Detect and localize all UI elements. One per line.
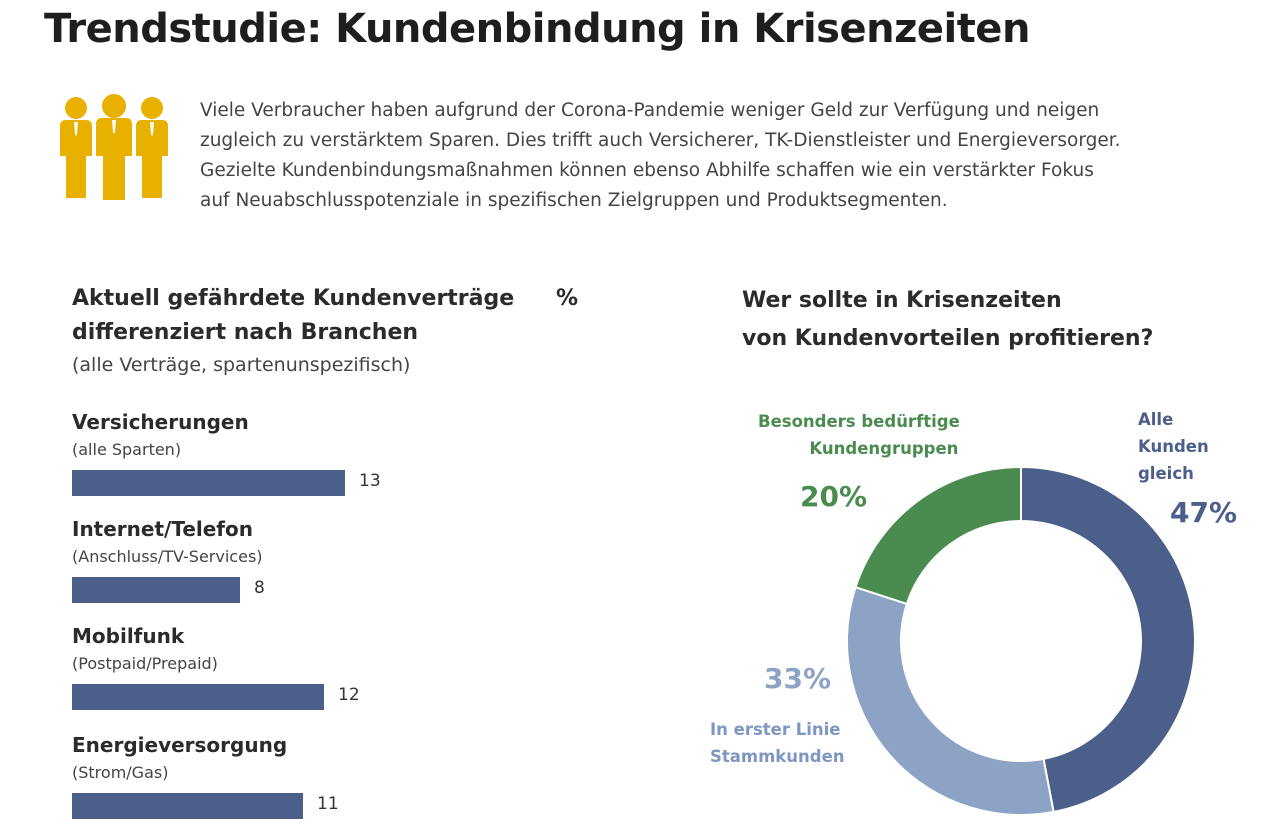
- bar-category-detail: (Postpaid/Prepaid): [72, 654, 218, 673]
- bar-chart-subtitle: (alle Verträge, spartenunspezifisch): [72, 354, 411, 376]
- bar: [72, 577, 240, 603]
- slice-name-beduerftige: Besonders bedürftige Kundengruppen: [758, 408, 960, 462]
- slice-name-line: Alle: [1138, 410, 1174, 429]
- bar-item-internet-telefon: Internet/Telefon (Anschluss/TV-Services)…: [72, 517, 532, 617]
- donut-slice-beduerftige: [854, 465, 1022, 606]
- bar-chart-title: Aktuell gefährdete Kundenverträge differ…: [72, 282, 542, 350]
- bar-category-label: Versicherungen: [72, 410, 249, 434]
- intro-line: Gezielte Kundenbindungsmaßnahmen können …: [200, 160, 1094, 181]
- bar-category-label: Energieversorgung: [72, 733, 288, 757]
- bar-chart-title-line: Aktuell gefährdete Kundenverträge: [72, 286, 515, 311]
- bar-value-label: 13: [359, 471, 381, 491]
- slice-name-line: gleich: [1138, 464, 1194, 483]
- intro-line: zugleich zu verstärktem Sparen. Dies tri…: [200, 130, 1121, 151]
- bar: [72, 470, 345, 496]
- bar-category-detail: (alle Sparten): [72, 440, 182, 459]
- bar-chart-title-line: differenziert nach Branchen: [72, 320, 419, 345]
- intro-text: Viele Verbraucher haben aufgrund der Cor…: [200, 96, 1240, 216]
- bar-category-label: Mobilfunk: [72, 624, 185, 648]
- page-title: Trendstudie: Kundenbindung in Krisenzeit…: [44, 6, 1030, 52]
- intro-line: Viele Verbraucher haben aufgrund der Cor…: [200, 100, 1100, 121]
- slice-name-line: Besonders bedürftige: [758, 412, 960, 431]
- bar-value-label: 11: [317, 794, 339, 814]
- slice-name-line: Kundengruppen: [809, 439, 959, 458]
- slice-name-line: Stammkunden: [710, 747, 845, 766]
- bar-item-mobilfunk: Mobilfunk (Postpaid/Prepaid) 12: [72, 624, 532, 724]
- bar-value-label: 8: [254, 578, 265, 598]
- donut-chart-title-line: von Kundenvorteilen profitieren?: [742, 326, 1154, 351]
- slice-name-line: In erster Linie: [710, 720, 841, 739]
- bar-category-detail: (Strom/Gas): [72, 763, 169, 782]
- donut-slice-alle: [1020, 465, 1196, 814]
- bar: [72, 684, 324, 710]
- donut-slice-stammkunden: [846, 585, 1055, 816]
- bar-category-detail: (Anschluss/TV-Services): [72, 547, 263, 566]
- bar-item-energieversorgung: Energieversorgung (Strom/Gas) 11: [72, 733, 532, 833]
- bar-value-label: 12: [338, 685, 360, 705]
- bar-item-versicherungen: Versicherungen (alle Sparten) 13: [72, 410, 532, 510]
- bar-category-label: Internet/Telefon: [72, 517, 253, 541]
- three-people-icon: [60, 94, 168, 200]
- bar-chart-unit: %: [556, 286, 579, 311]
- slice-name-line: Kunden: [1138, 437, 1209, 456]
- donut-chart-title: Wer sollte in Krisenzeiten von Kundenvor…: [742, 282, 1153, 358]
- bar: [72, 793, 303, 819]
- intro-line: auf Neuabschlusspotenziale in spezifisch…: [200, 190, 948, 211]
- slice-name-alle: Alle Kunden gleich: [1138, 406, 1209, 487]
- slice-percent-beduerftige: 20%: [800, 480, 868, 513]
- donut-chart-title-line: Wer sollte in Krisenzeiten: [742, 288, 1062, 313]
- slice-name-stammkunden: In erster Linie Stammkunden: [710, 716, 845, 770]
- slice-percent-alle: 47%: [1170, 496, 1238, 529]
- slice-percent-stammkunden: 33%: [764, 662, 832, 695]
